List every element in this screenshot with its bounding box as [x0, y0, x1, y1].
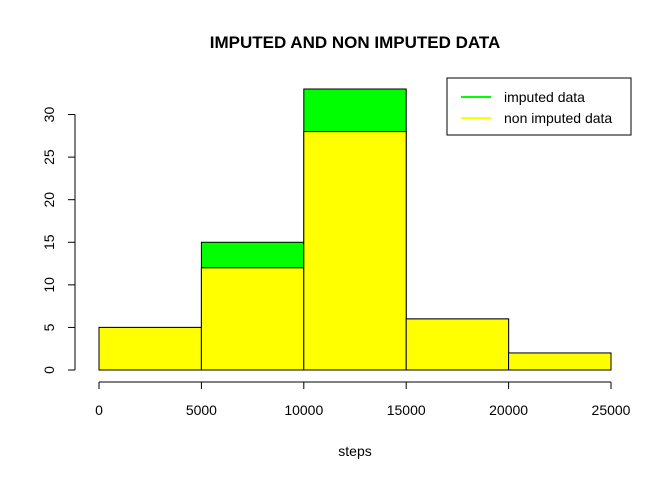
legend-box [446, 77, 632, 136]
bar-non-imputed-3 [405, 318, 510, 371]
y-tick-label: 15 [41, 234, 57, 250]
y-axis: 0 5 10 15 20 25 30 [41, 107, 76, 374]
legend: imputed data non imputed data [446, 77, 632, 136]
legend-label-imputed: imputed data [504, 89, 585, 105]
x-tick-label: 0 [95, 402, 103, 418]
bar-non-imputed-0 [98, 326, 202, 371]
y-tick-label: 5 [41, 323, 57, 331]
x-tick-label: 10000 [284, 402, 323, 418]
legend-label-non-imputed: non imputed data [504, 110, 612, 126]
x-axis-label: steps [338, 443, 371, 459]
chart-title: IMPUTED AND NON IMPUTED DATA [210, 33, 501, 52]
x-axis: 0 5000 10000 15000 20000 25000 [95, 381, 631, 418]
y-tick-label: 0 [41, 366, 57, 374]
x-tick-label: 25000 [592, 402, 631, 418]
x-tick-label: 15000 [387, 402, 426, 418]
y-tick-label: 30 [41, 107, 57, 123]
bars-group [98, 88, 612, 371]
y-tick-label: 10 [41, 277, 57, 293]
bar-non-imputed-4 [508, 352, 612, 371]
bar-non-imputed-1 [200, 267, 305, 371]
bar-non-imputed-2 [303, 131, 407, 371]
x-tick-label: 5000 [186, 402, 217, 418]
x-tick-label: 20000 [489, 402, 528, 418]
y-tick-label: 20 [41, 192, 57, 208]
y-tick-label: 25 [41, 149, 57, 165]
